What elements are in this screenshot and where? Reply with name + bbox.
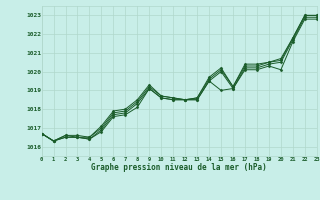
X-axis label: Graphe pression niveau de la mer (hPa): Graphe pression niveau de la mer (hPa) bbox=[91, 163, 267, 172]
